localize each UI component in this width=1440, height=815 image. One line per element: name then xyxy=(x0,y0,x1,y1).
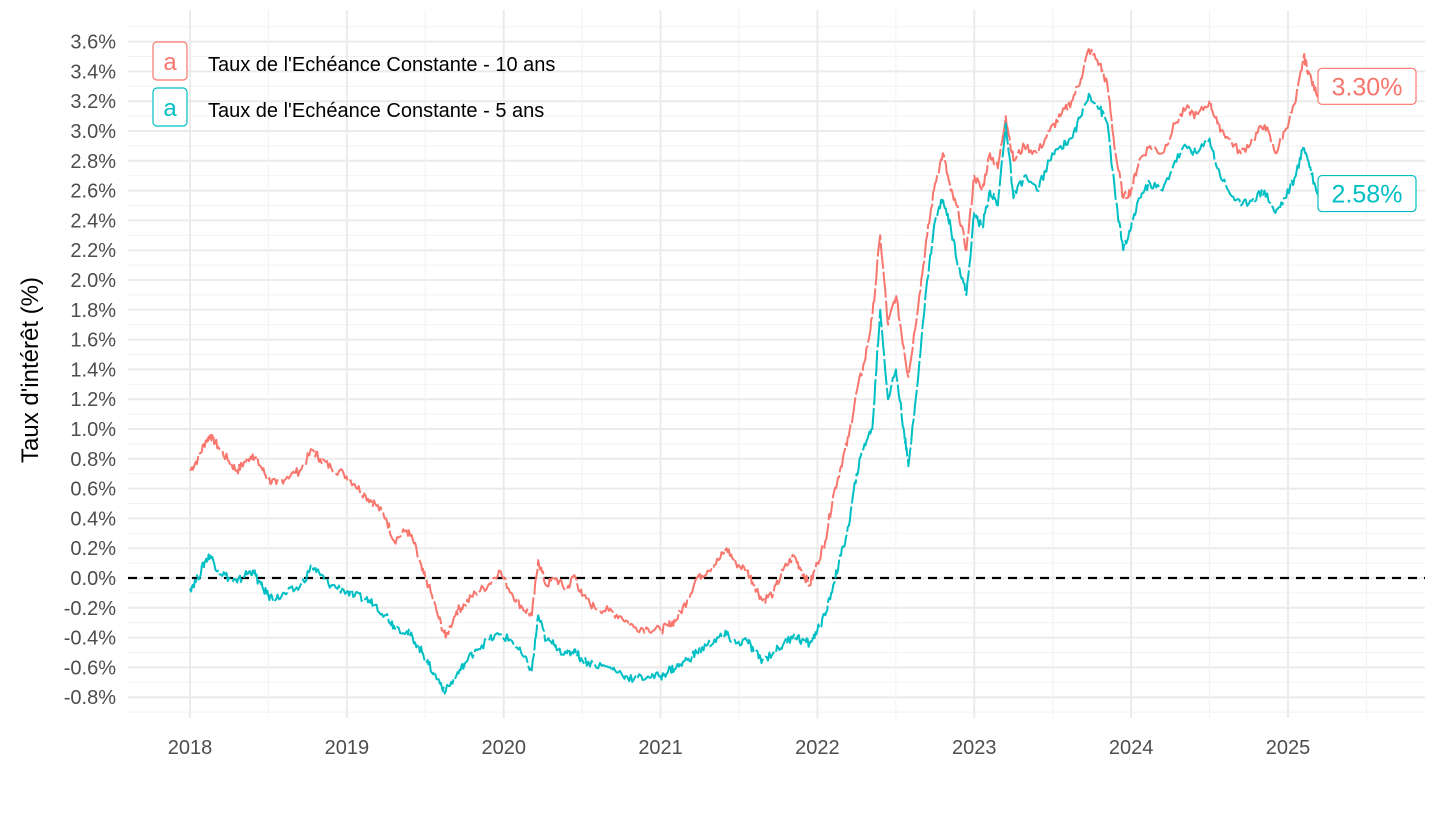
series-lines xyxy=(189,48,1329,695)
legend-key-glyph-10ans: a xyxy=(163,49,177,76)
y-tick-label: -0.8% xyxy=(64,687,116,709)
legend-label-5ans: Taux de l'Echéance Constante - 5 ans xyxy=(208,100,544,122)
y-tick-label: -0.4% xyxy=(64,628,116,650)
x-tick-label: 2018 xyxy=(168,737,213,759)
y-tick-label: 3.6% xyxy=(70,32,116,54)
end-label-0: 3.30% xyxy=(1332,73,1403,101)
x-tick-label: 2022 xyxy=(795,737,840,759)
y-tick-label: -0.6% xyxy=(64,657,116,679)
legend-item-5ans: a Taux de l'Echéance Constante - 5 ans xyxy=(152,87,544,127)
y-tick-label: 3.2% xyxy=(70,91,116,113)
legend-item-10ans: a Taux de l'Echéance Constante - 10 ans xyxy=(152,41,555,81)
y-tick-label: 0.2% xyxy=(70,538,116,560)
y-tick-label: 3.0% xyxy=(70,121,116,143)
y-tick-label: 1.8% xyxy=(70,300,116,322)
x-tick-label: 2023 xyxy=(952,737,997,759)
y-tick-label: -0.2% xyxy=(64,598,116,620)
legend-key-glyph-5ans: a xyxy=(163,95,177,122)
legend-key-5ans xyxy=(152,87,188,127)
y-axis-ticks: -0.8% -0.6% -0.4% -0.2% 0.0% 0.2% 0.4% 0.6% 0.8%… xyxy=(64,32,116,710)
end-label-box-0 xyxy=(1317,67,1417,105)
y-tick-label: 1.4% xyxy=(70,359,116,381)
x-tick-label: 2020 xyxy=(481,737,526,759)
x-axis-ticks: 2018 2019 2020 2021 2022 2023 2024 2025 xyxy=(168,737,1311,759)
y-axis-label: Taux d'intérêt (%) xyxy=(17,277,44,463)
legend: a Taux de l'Echéance Constante - 10 ans … xyxy=(152,41,555,127)
y-tick-label: 2.6% xyxy=(70,181,116,203)
y-tick-label: 2.8% xyxy=(70,151,116,173)
y-tick-label: 0.8% xyxy=(70,449,116,471)
x-tick-label: 2021 xyxy=(638,737,683,759)
y-tick-label: 1.0% xyxy=(70,419,116,441)
y-tick-label: 1.6% xyxy=(70,330,116,352)
y-tick-label: 2.0% xyxy=(70,270,116,292)
y-tick-label: 2.4% xyxy=(70,210,116,232)
end-label-1: 2.58% xyxy=(1332,181,1403,209)
x-tick-label: 2019 xyxy=(325,737,370,759)
y-tick-label: 0.4% xyxy=(70,508,116,530)
legend-label-10ans: Taux de l'Echéance Constante - 10 ans xyxy=(208,54,555,76)
x-tick-label: 2025 xyxy=(1266,737,1311,759)
series-line-1 xyxy=(189,92,1329,695)
legend-key-10ans xyxy=(152,41,188,81)
y-tick-label: 1.2% xyxy=(70,389,116,411)
end-labels: 3.30% 2.58% xyxy=(1317,67,1417,213)
y-tick-label: 0.6% xyxy=(70,479,116,501)
series-line-0 xyxy=(189,48,1328,639)
y-tick-label: 3.4% xyxy=(70,61,116,83)
x-tick-label: 2024 xyxy=(1109,737,1154,759)
end-label-box-1 xyxy=(1317,174,1417,213)
y-tick-label: 2.2% xyxy=(70,240,116,262)
y-tick-label: 0.0% xyxy=(70,568,116,590)
